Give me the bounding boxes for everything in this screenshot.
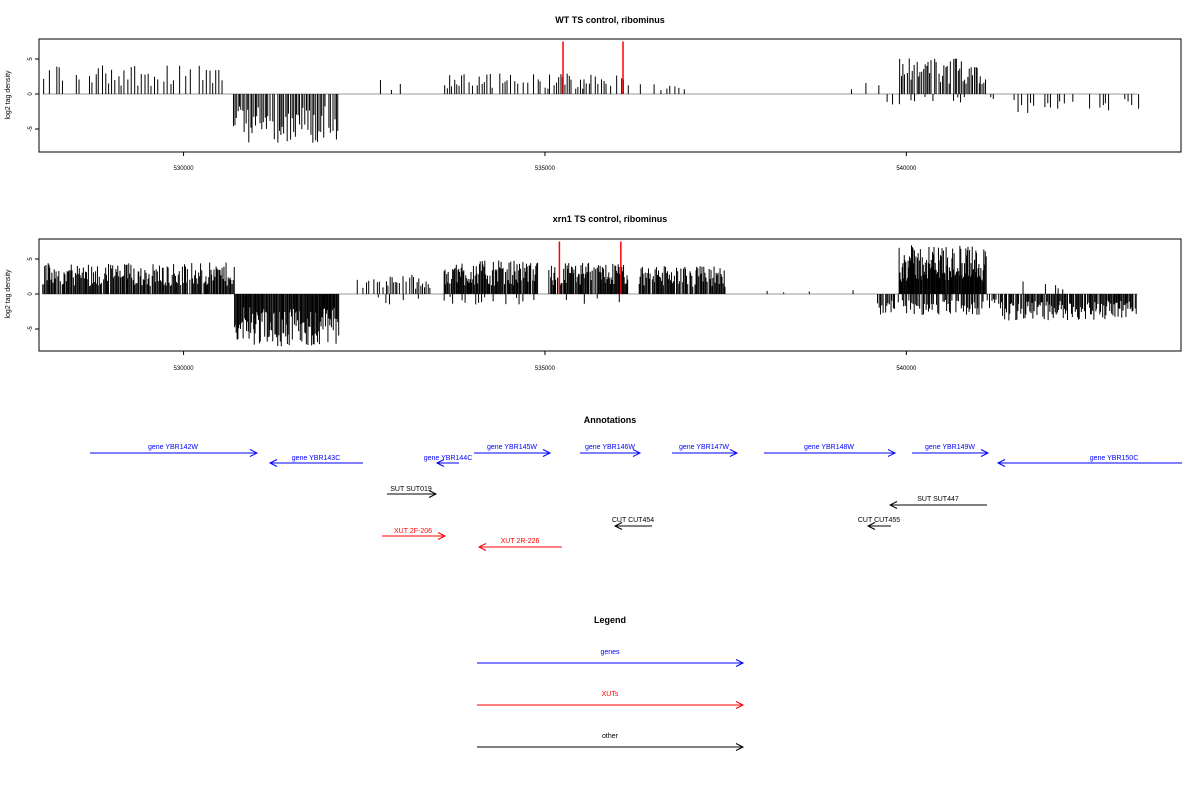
annotation-item: gene YBR145W [474,444,552,457]
panel-title: WT TS control, ribominus [555,15,665,25]
highlight-markers [562,41,624,94]
annotation-arrow [474,449,552,457]
annotation-arrow [866,522,891,530]
annotation-label: gene YBR146W [585,444,635,451]
annotation-item: gene YBR144C [424,455,473,467]
annotation-label: SUT SUT019 [390,486,432,493]
y-axis-label: log2 tag density [5,70,12,120]
y-tick-label: 0 [28,292,34,296]
annotation-label: XUT 2R-226 [501,538,540,545]
annotation-item: gene YBR143C [268,455,363,467]
annotation-arrow [912,449,990,457]
legend-section: Legend genes XUTs other [477,615,745,751]
annotation-item: gene YBR149W [912,444,990,457]
annotation-list: gene YBR142W gene YBR143C gene YBR144C gene… [90,444,1182,551]
annotation-label: gene YBR144C [424,455,473,462]
annotation-label: gene YBR143C [292,455,341,462]
x-tick-label: 540000 [896,166,917,172]
annotation-item: gene YBR147W [672,444,739,457]
y-axis-label: log2 tag density [5,269,12,319]
legend-item: XUTs [477,691,745,709]
annotation-arrow [90,449,259,457]
annotation-arrow [387,490,438,498]
density-bars [42,245,1137,347]
legend-label: genes [600,649,620,656]
y-tick-label: -5 [28,326,34,332]
x-tick-label: 535000 [535,166,556,172]
annotation-label: gene YBR147W [679,444,729,451]
legend-item: genes [477,649,745,667]
legend-title: Legend [594,615,626,625]
annotation-item: CUT CUT454 [612,517,654,530]
annotation-label: gene YBR150C [1090,455,1139,462]
x-tick-label: 540000 [896,366,917,372]
annotation-label: gene YBR148W [804,444,854,451]
annotation-arrow [996,459,1182,467]
annotation-item: SUT SUT447 [888,496,987,509]
plot-frame [38,38,1182,153]
annotation-item: gene YBR148W [764,444,897,457]
density-bars [43,58,1140,143]
x-tick-label: 530000 [174,366,195,372]
y-tick-label: -5 [28,126,34,132]
panel-title: xrn1 TS control, ribominus [553,214,668,224]
annotation-arrow [888,501,987,509]
annotation-label: CUT CUT454 [612,517,654,524]
highlight-markers [558,241,622,294]
annotation-item: XUT 2R-226 [477,538,562,551]
y-tick-label: 5 [28,57,34,61]
annotation-arrow [382,532,447,540]
plot-frame [38,238,1182,352]
axes: -5 0 5 530000 535000 540000 [28,257,917,372]
annotation-item: CUT CUT455 [858,517,900,530]
annotation-item: XUT 2F-206 [382,528,447,540]
annotation-label: SUT SUT447 [917,496,959,503]
x-tick-label: 535000 [535,366,556,372]
annotation-arrow [268,459,363,467]
annotation-arrow [613,522,652,530]
annotation-item: gene YBR142W [90,444,259,457]
annotation-label: gene YBR142W [148,444,198,451]
x-tick-label: 530000 [174,166,195,172]
legend-label: XUTs [602,691,619,698]
legend-arrow [477,743,745,751]
axes: -5 0 5 530000 535000 540000 [28,57,917,172]
legend-label: other [602,733,619,740]
annotation-item: gene YBR150C [996,455,1182,467]
annotation-arrow [764,449,897,457]
annotations-title: Annotations [584,415,637,425]
annotation-item: gene YBR146W [580,444,642,457]
annotation-arrow [435,459,459,467]
legend-item: other [477,733,745,751]
panel-xrn1: xrn1 TS control, ribominus log2 tag dens… [5,214,1182,372]
annotation-item: SUT SUT019 [387,486,438,498]
annotation-arrow [672,449,739,457]
annotation-label: gene YBR149W [925,444,975,451]
annotation-label: CUT CUT455 [858,517,900,524]
annotation-arrow [477,543,562,551]
y-tick-label: 5 [28,257,34,261]
legend-arrow [477,659,745,667]
annotation-arrow [580,449,642,457]
y-tick-label: 0 [28,92,34,96]
panel-wt: WT TS control, ribominus log2 tag densit… [5,15,1182,172]
annotation-label: XUT 2F-206 [394,528,432,535]
legend-list: genes XUTs other [477,649,745,751]
legend-arrow [477,701,745,709]
annotation-label: gene YBR145W [487,444,537,451]
